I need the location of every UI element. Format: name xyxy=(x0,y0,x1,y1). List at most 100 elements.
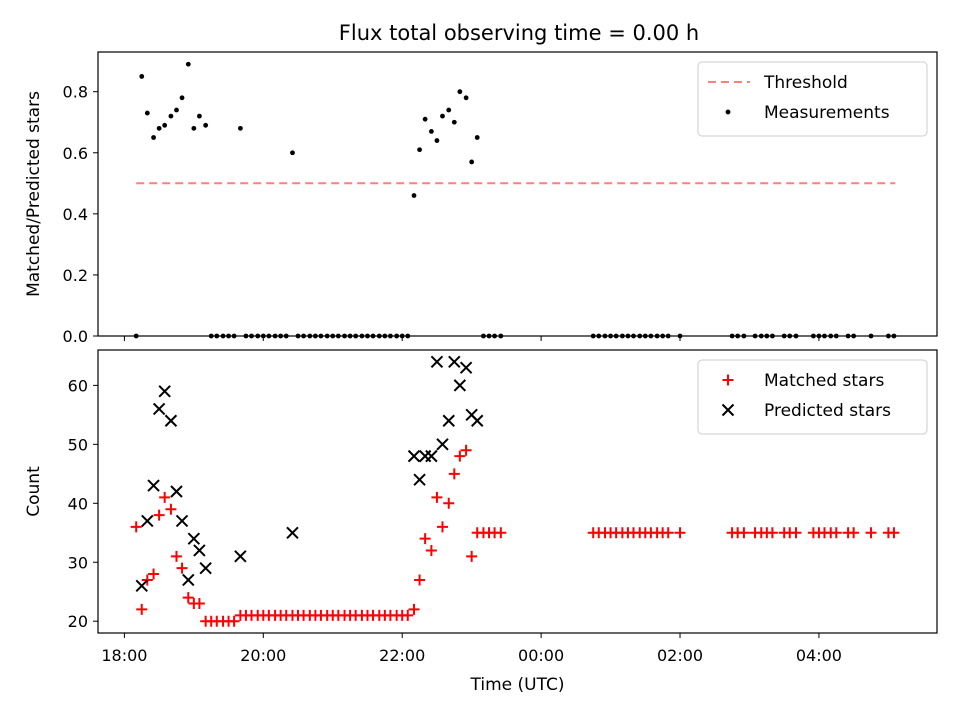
legend-label: Matched stars xyxy=(764,371,884,391)
predicted-star-point xyxy=(407,449,421,463)
measurement-point xyxy=(469,159,475,165)
x-tick-label: 04:00 xyxy=(796,646,842,665)
matched-star-point xyxy=(414,574,426,586)
predicted-star-point xyxy=(453,379,467,392)
legend-box xyxy=(697,359,928,435)
predicted-star-point xyxy=(193,544,206,557)
legend-label: Threshold xyxy=(763,73,848,93)
predicted-star-point xyxy=(436,438,449,451)
measurement-point xyxy=(162,122,168,128)
y-tick-label: 0.8 xyxy=(63,83,88,102)
matched-star-point xyxy=(460,444,472,456)
predicted-star-point xyxy=(471,414,484,427)
matched-star-point xyxy=(454,450,466,462)
legend: Threshold Measurements xyxy=(697,61,928,137)
matched-star-point xyxy=(662,527,674,539)
x-tick-label: 20:00 xyxy=(240,646,286,665)
predicted-star-point xyxy=(164,414,178,427)
predicted-star-point xyxy=(430,355,444,368)
predicted-star-point xyxy=(175,514,189,528)
matched-star-point xyxy=(153,509,165,521)
y-tick-label: 0.0 xyxy=(63,327,88,346)
top-panel: 0.0 0.2 0.4 0.6 0.8 Matched/Predicted stars Th… xyxy=(24,51,938,346)
matched-star-point xyxy=(130,521,142,533)
measurement-point xyxy=(151,135,156,140)
matched-star-point xyxy=(790,527,802,539)
measurement-point xyxy=(417,147,422,153)
measurement-point xyxy=(446,107,452,113)
predicted-star-point xyxy=(152,402,166,416)
matched-star-point xyxy=(436,521,448,533)
matched-star-point xyxy=(148,568,160,580)
predicted-star-point xyxy=(234,550,247,563)
measurement-point xyxy=(440,113,445,119)
measurement-point xyxy=(451,119,457,125)
y-tick-label: 0.2 xyxy=(63,266,88,285)
measurement-point xyxy=(144,110,150,116)
predicted-star-point xyxy=(286,526,299,539)
predicted-star-point xyxy=(187,532,201,545)
matched-star-point xyxy=(408,603,420,615)
matched-star-point xyxy=(443,497,455,509)
y-tick-label: 40 xyxy=(68,494,88,513)
matched-star-point xyxy=(674,527,686,539)
plot-frame xyxy=(97,349,938,634)
measurement-point xyxy=(434,138,440,143)
measurement-point xyxy=(191,125,197,131)
x-tick-label: 00:00 xyxy=(518,646,564,665)
matched-star-point xyxy=(431,491,443,503)
predicted-star-point xyxy=(141,514,154,528)
matched-star-point xyxy=(865,527,877,539)
matched-star-point xyxy=(738,527,750,539)
x-tick-label: 22:00 xyxy=(379,646,425,665)
measurement-point xyxy=(203,122,209,128)
matched-star-point xyxy=(848,527,860,539)
y-axis-label: Matched/Predicted stars xyxy=(24,91,44,297)
figure-title: Flux total observing time = 0.00 h xyxy=(339,21,699,45)
measurement-point xyxy=(422,116,428,122)
y-tick-label: 60 xyxy=(68,376,88,395)
y-axis-label: Count xyxy=(24,466,44,517)
matched-star-point xyxy=(419,533,431,545)
y-tick-label: 0.6 xyxy=(63,144,88,163)
matched-star-point xyxy=(136,603,148,615)
matched-star-point xyxy=(402,609,414,621)
x-axis-label: Time (UTC) xyxy=(470,675,565,695)
predicted-star-point xyxy=(459,361,473,374)
measurement-point xyxy=(185,61,191,67)
predicted-star-point xyxy=(182,573,195,587)
y-tick-label: 0.4 xyxy=(63,205,88,224)
y-tick-label: 20 xyxy=(68,612,88,631)
predicted-star-point xyxy=(413,473,426,486)
matched-star-point xyxy=(888,527,900,539)
measurement-point xyxy=(463,95,469,101)
measurement-point xyxy=(174,107,179,113)
matched-star-point xyxy=(830,527,842,539)
predicted-star-point xyxy=(170,485,183,498)
measurement-point xyxy=(139,74,145,79)
matched-star-point xyxy=(159,491,171,503)
measurement-point xyxy=(197,113,202,119)
matched-star-point xyxy=(176,562,188,574)
legend-box xyxy=(697,61,928,137)
measurement-point xyxy=(457,89,463,95)
matched-star-point xyxy=(466,550,478,562)
measurement-point xyxy=(179,95,185,101)
matched-star-point xyxy=(170,550,182,562)
measurement-point xyxy=(411,193,417,198)
measurement-point xyxy=(168,113,174,119)
x-tick-label: 02:00 xyxy=(657,646,703,665)
matched-star-point xyxy=(448,468,460,480)
measurement-point xyxy=(237,125,243,131)
predicted-star-point xyxy=(147,479,160,492)
predicted-star-point xyxy=(158,385,171,398)
legend-marker-x xyxy=(721,403,735,417)
x-tick-label: 18:00 xyxy=(101,646,147,665)
predicted-star-point xyxy=(442,414,455,427)
matched-star-point xyxy=(228,615,240,627)
matched-star-point xyxy=(141,574,153,586)
predicted-star-point xyxy=(135,579,148,593)
matched-star-point xyxy=(193,598,205,610)
plot-frame xyxy=(97,51,938,337)
